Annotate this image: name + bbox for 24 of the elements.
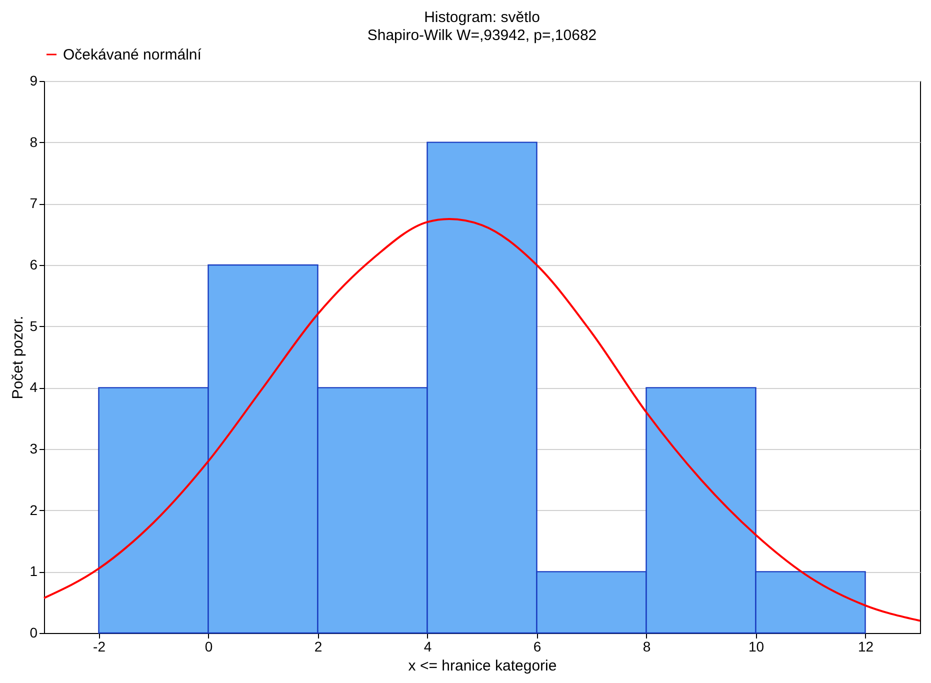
- x-tick-label: -2: [93, 638, 106, 654]
- x-tick-label: 8: [642, 638, 651, 654]
- y-tick-label: 5: [30, 318, 38, 334]
- x-tick-label: 4: [424, 638, 432, 654]
- x-tick-label: 12: [858, 638, 874, 654]
- x-tick-label: 10: [748, 638, 764, 654]
- x-tick-label: 2: [314, 638, 322, 654]
- y-axis-title: Počet pozor.: [10, 316, 27, 400]
- y-tick-label: 0: [30, 624, 38, 640]
- y-tick-label: 3: [30, 440, 38, 456]
- y-tick-label: 7: [30, 195, 38, 212]
- chart-subtitle: Shapiro-Wilk W=,93942, p=,10682: [367, 27, 597, 44]
- legend-label: Očekávané normální: [63, 46, 202, 64]
- x-axis-title: x <= hranice kategorie: [408, 658, 557, 674]
- y-tick-label: 8: [30, 134, 38, 150]
- chart-title: Histogram: světlo: [424, 9, 540, 26]
- line-series: [43, 218, 921, 622]
- y-tick-label: 4: [30, 379, 38, 396]
- y-tick-label: 6: [30, 256, 38, 272]
- y-tick-label: 9: [30, 72, 38, 88]
- y-tick-label: 2: [30, 502, 38, 518]
- x-tick-label: 6: [533, 638, 542, 654]
- y-tick-label: 1: [30, 563, 38, 580]
- x-tick-label: 0: [204, 638, 213, 654]
